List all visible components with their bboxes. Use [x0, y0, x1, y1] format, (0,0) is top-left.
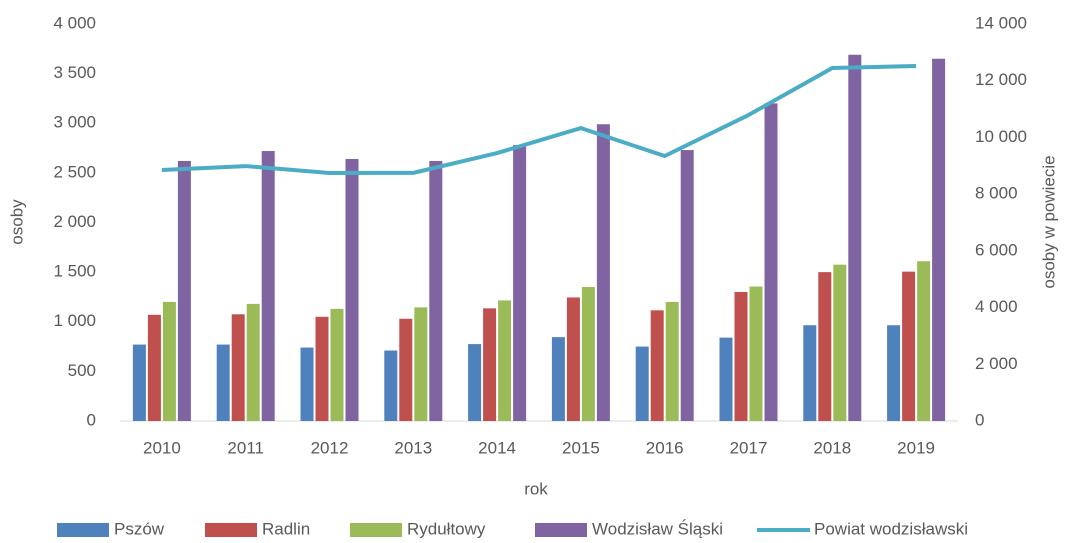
- x-tick-label: 2016: [646, 438, 684, 457]
- y2-tick-label: 12 000: [975, 70, 1027, 89]
- y2-axis-label: osoby w powiecie: [1039, 155, 1058, 288]
- y-tick-label: 2 500: [53, 162, 96, 181]
- y-tick-label: 2 000: [53, 212, 96, 231]
- y-tick-label: 4 000: [53, 13, 96, 32]
- bar: [596, 124, 610, 422]
- bar: [246, 303, 260, 421]
- x-tick-label: 2013: [394, 438, 432, 457]
- y-tick-label: 1 500: [53, 262, 96, 281]
- bar: [803, 325, 817, 421]
- bar: [566, 297, 580, 421]
- y-axis-label: osoby: [7, 199, 26, 245]
- bar: [132, 344, 146, 421]
- bar: [650, 310, 664, 421]
- y2-tick-label: 0: [975, 410, 984, 429]
- bar: [399, 318, 413, 421]
- bar: [719, 337, 733, 421]
- bar: [902, 271, 916, 421]
- line-series: [161, 63, 917, 176]
- bar: [665, 301, 679, 421]
- bar: [887, 325, 901, 421]
- bar: [818, 272, 832, 421]
- bar: [917, 261, 931, 421]
- bar: [483, 308, 497, 421]
- y2-tick-label: 14 000: [975, 13, 1027, 32]
- y2-tick-label: 6 000: [975, 240, 1018, 259]
- bar: [147, 314, 161, 421]
- x-tick-label: 2019: [897, 438, 935, 457]
- bar: [848, 54, 862, 422]
- y-tick-label: 0: [87, 410, 96, 429]
- bar: [330, 308, 344, 421]
- legend-swatch: [350, 523, 402, 537]
- bar: [414, 307, 428, 421]
- x-axis-label: rok: [524, 479, 548, 498]
- bar: [734, 291, 748, 421]
- bar: [498, 300, 512, 421]
- x-tick-label: 2015: [562, 438, 600, 457]
- bar: [162, 301, 176, 421]
- legend-label: Radlin: [262, 519, 310, 538]
- bar: [833, 264, 847, 421]
- y-tick-label: 1 000: [53, 311, 96, 330]
- legend-swatch: [535, 523, 587, 537]
- legend-label: Powiat wodzisławski: [814, 519, 968, 538]
- bar: [231, 314, 245, 421]
- legend-label: Rydułtowy: [407, 519, 486, 538]
- bar: [635, 346, 649, 421]
- y2-tick-label: 2 000: [975, 354, 1018, 373]
- bar: [468, 344, 482, 421]
- y2-tick-label: 10 000: [975, 127, 1027, 146]
- x-tick-label: 2010: [143, 438, 181, 457]
- y-tick-label: 3 500: [53, 63, 96, 82]
- bar: [513, 145, 527, 421]
- x-tick-label: 2011: [227, 438, 264, 457]
- y2-tick-label: 4 000: [975, 297, 1018, 316]
- y-tick-label: 3 000: [53, 113, 96, 132]
- bar: [345, 158, 359, 422]
- legend-swatch: [205, 523, 257, 537]
- bar: [177, 160, 191, 421]
- bar: [932, 58, 946, 422]
- x-tick-label: 2014: [478, 438, 516, 457]
- bar: [764, 103, 778, 422]
- legend-label: Wodzisław Śląski: [592, 519, 723, 538]
- x-tick-label: 2012: [311, 438, 349, 457]
- y-tick-label: 500: [68, 361, 96, 380]
- bar: [384, 350, 398, 421]
- bar: [581, 287, 595, 421]
- bar: [300, 347, 314, 421]
- y2-tick-label: 8 000: [975, 184, 1018, 203]
- bar: [429, 160, 443, 421]
- bar: [315, 316, 329, 421]
- bar: [216, 344, 230, 421]
- bar: [749, 286, 763, 421]
- x-tick-label: 2018: [813, 438, 851, 457]
- bar: [680, 150, 694, 422]
- legend-swatch: [57, 523, 109, 537]
- legend-label: Pszów: [114, 519, 165, 538]
- bar: [551, 337, 565, 421]
- x-tick-label: 2017: [730, 438, 768, 457]
- bar: [261, 151, 275, 422]
